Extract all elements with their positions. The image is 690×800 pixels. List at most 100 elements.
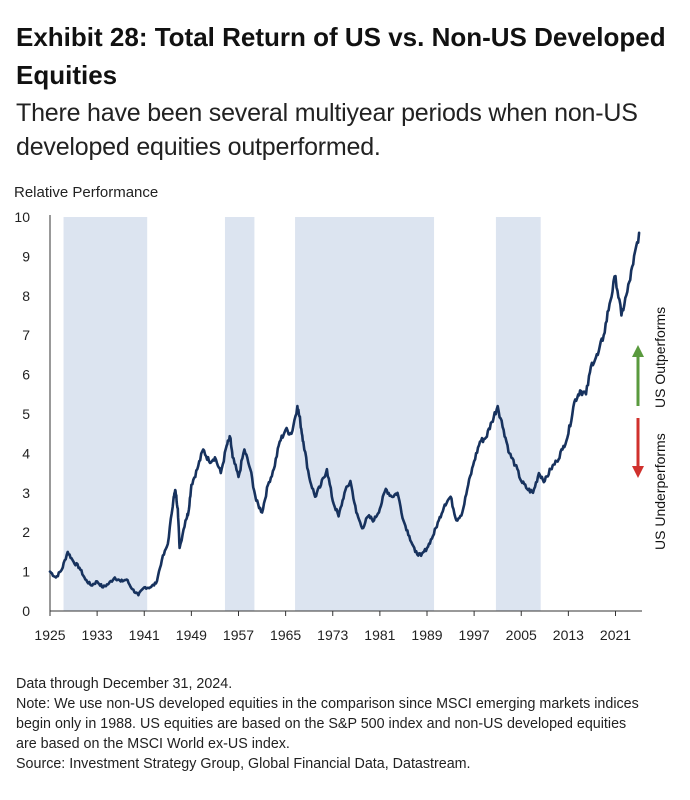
data-point bbox=[55, 576, 57, 578]
data-point bbox=[149, 586, 151, 588]
us-underperforms-label: US Underperforms bbox=[652, 433, 668, 550]
data-point bbox=[178, 547, 180, 549]
axes bbox=[49, 215, 642, 612]
data-point bbox=[567, 433, 569, 435]
data-point bbox=[390, 496, 392, 498]
data-through-note: Data through December 31, 2024. bbox=[16, 676, 233, 692]
data-point bbox=[355, 511, 357, 513]
y-tick-label: 3 bbox=[22, 485, 30, 501]
y-tick-label: 9 bbox=[22, 248, 30, 264]
y-axis-label: Relative Performance bbox=[14, 184, 159, 201]
data-point bbox=[78, 566, 80, 568]
data-point bbox=[461, 511, 463, 513]
data-point bbox=[296, 405, 298, 407]
y-tick-label: 6 bbox=[22, 367, 30, 383]
line-chart: 0 1 2 3 4 5 6 7 8 9 10 1925 1933 1941 1949 1957 1965 197… bbox=[14, 209, 668, 643]
data-point bbox=[314, 496, 316, 498]
data-point bbox=[479, 440, 481, 442]
data-point bbox=[84, 578, 86, 580]
footnotes: Data through December 31, 2024. Note: We… bbox=[16, 674, 686, 774]
y-ticks: 0 1 2 3 4 5 6 7 8 9 10 bbox=[14, 209, 30, 619]
data-point bbox=[449, 496, 451, 498]
data-point bbox=[267, 484, 269, 486]
data-point bbox=[443, 503, 445, 505]
data-point bbox=[155, 582, 157, 584]
data-point bbox=[373, 519, 375, 521]
source-note: Source: Investment Strategy Group, Globa… bbox=[16, 756, 471, 772]
data-point bbox=[173, 496, 175, 498]
y-tick-label: 10 bbox=[14, 209, 30, 225]
x-tick-label: 1997 bbox=[459, 627, 490, 643]
data-point bbox=[196, 468, 198, 470]
x-tick-label: 1973 bbox=[317, 627, 348, 643]
data-point bbox=[544, 480, 546, 482]
x-tick-label: 1941 bbox=[129, 627, 160, 643]
data-point bbox=[514, 464, 516, 466]
data-point bbox=[638, 232, 640, 234]
relative-performance-line bbox=[48, 231, 641, 597]
x-tick-label: 1949 bbox=[176, 627, 207, 643]
data-point bbox=[620, 314, 622, 316]
data-point bbox=[491, 421, 493, 423]
y-tick-label: 8 bbox=[22, 288, 30, 304]
data-point bbox=[579, 389, 581, 391]
data-point bbox=[72, 561, 74, 563]
data-point bbox=[220, 472, 222, 474]
data-point bbox=[608, 302, 610, 304]
data-point bbox=[308, 476, 310, 478]
data-point bbox=[473, 460, 475, 462]
x-tick-label: 1965 bbox=[270, 627, 301, 643]
y-tick-label: 5 bbox=[22, 406, 30, 422]
data-point bbox=[361, 527, 363, 529]
x-tick-label: 1981 bbox=[364, 627, 395, 643]
data-point bbox=[385, 488, 387, 490]
x-tick-label: 2013 bbox=[553, 627, 584, 643]
data-point bbox=[96, 580, 98, 582]
data-point bbox=[255, 499, 257, 501]
data-point bbox=[414, 551, 416, 553]
data-point bbox=[114, 576, 116, 578]
data-point bbox=[249, 468, 251, 470]
data-point bbox=[508, 452, 510, 454]
shaded-period-4 bbox=[495, 217, 541, 611]
data-point bbox=[66, 551, 68, 553]
data-point bbox=[231, 456, 233, 458]
note-line-1: Note: We use non-US developed equities i… bbox=[16, 696, 639, 712]
data-point bbox=[237, 476, 239, 478]
data-point bbox=[131, 588, 133, 590]
data-point bbox=[561, 448, 563, 450]
data-point bbox=[502, 429, 504, 431]
data-point bbox=[343, 492, 345, 494]
y-tick-label: 7 bbox=[22, 327, 30, 343]
data-point bbox=[467, 484, 469, 486]
shaded-periods bbox=[63, 217, 541, 611]
up-arrow-icon bbox=[632, 345, 644, 406]
data-point bbox=[455, 519, 457, 521]
data-point bbox=[167, 543, 169, 545]
data-point bbox=[226, 444, 228, 446]
data-point bbox=[408, 535, 410, 537]
data-point bbox=[496, 405, 498, 407]
data-point bbox=[261, 511, 263, 513]
data-point bbox=[273, 468, 275, 470]
data-point bbox=[90, 584, 92, 586]
data-point bbox=[125, 578, 127, 580]
x-tick-label: 2021 bbox=[600, 627, 631, 643]
data-point bbox=[177, 507, 179, 509]
data-point bbox=[555, 460, 557, 462]
data-point bbox=[402, 519, 404, 521]
y-tick-label: 4 bbox=[22, 445, 30, 461]
data-point bbox=[229, 436, 231, 438]
chart-subtitle: There have been several multiyear period… bbox=[16, 99, 638, 161]
data-point bbox=[243, 448, 245, 450]
y-tick-label: 2 bbox=[22, 524, 30, 540]
data-point bbox=[532, 492, 534, 494]
data-point bbox=[520, 480, 522, 482]
data-point bbox=[143, 586, 145, 588]
data-point bbox=[396, 492, 398, 494]
x-tick-label: 1925 bbox=[34, 627, 65, 643]
chart-title: Exhibit 28: Total Return of US vs. Non-U… bbox=[16, 22, 666, 90]
data-point bbox=[279, 440, 281, 442]
y-tick-label: 1 bbox=[22, 564, 30, 580]
data-point bbox=[585, 393, 587, 395]
